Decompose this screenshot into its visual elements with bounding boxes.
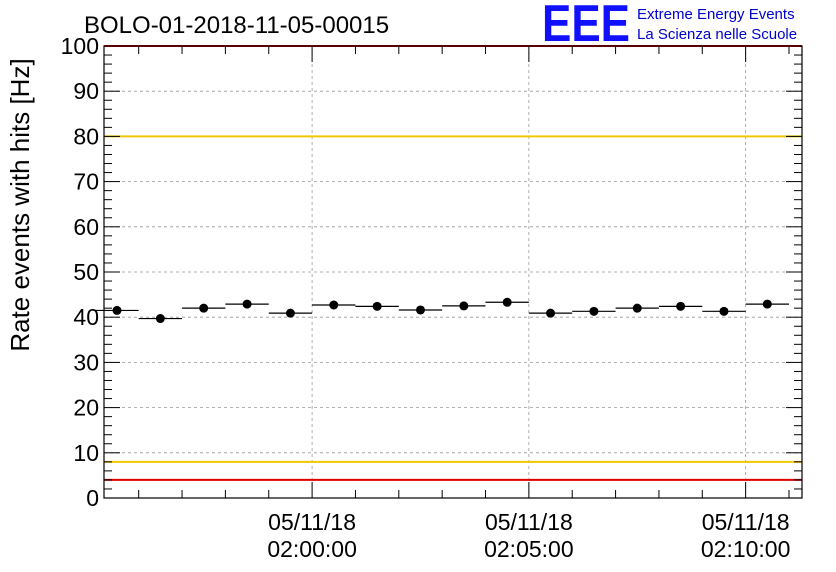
data-point [372,301,382,311]
y-tick-label: 40 [73,304,99,330]
y-tick-label: 100 [61,33,99,59]
data-points [95,297,789,324]
logo-mark: EEE [542,0,630,53]
logo-line2: La Scienza nelle Scuole [637,26,797,43]
data-point [546,308,556,318]
eee-logo: EEE Extreme Energy Events La Scienza nel… [542,0,797,53]
x-tick-label-date: 05/11/18 [702,509,790,535]
data-point [502,297,512,307]
data-point [676,301,686,311]
data-point [762,299,772,309]
data-point [415,305,425,315]
y-tick-label: 30 [73,349,99,375]
x-tick-label-date: 05/11/18 [485,509,573,535]
y-tick-label: 10 [73,440,99,466]
grid [104,46,802,498]
reference-lines [104,45,802,481]
logo-line1: Extreme Energy Events [637,6,795,23]
y-tick-label: 50 [73,259,99,285]
y-tick-label: 60 [73,214,99,240]
axis-ticks [104,45,802,499]
y-tick-label: 80 [73,123,99,149]
x-tick-label-time: 02:10:00 [701,536,791,562]
data-point [242,299,252,309]
data-point [329,300,339,310]
data-point [285,308,295,318]
y-tick-label: 0 [86,485,99,511]
y-tick-label: 70 [73,169,99,195]
data-point [112,305,122,315]
x-tick-label-date: 05/11/18 [268,509,356,535]
data-point [589,306,599,316]
x-tick-labels: 05/11/1802:00:0005/11/1802:05:0005/11/18… [267,509,790,562]
chart-title: BOLO-01-2018-11-05-00015 [84,12,389,39]
data-point [632,303,642,313]
data-point [155,314,165,324]
data-point [459,301,469,311]
x-tick-label-time: 02:00:00 [267,536,357,562]
data-point [719,306,729,316]
data-point [199,303,209,313]
y-axis-label: Rate events with hits [Hz] [5,58,35,351]
x-tick-label-time: 02:05:00 [484,536,574,562]
y-tick-label: 90 [73,78,99,104]
y-tick-labels: 0 10 20 30 40 50 60 70 80 90 100 [61,33,99,511]
y-tick-label: 20 [73,395,99,421]
